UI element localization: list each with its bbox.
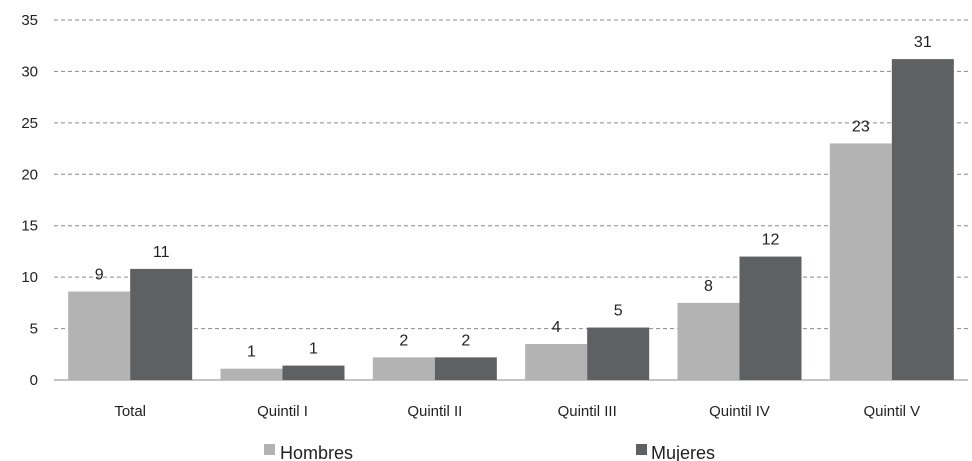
bar-hombres-3	[525, 344, 588, 380]
x-category-label: Quintil II	[407, 403, 462, 420]
bar-mujeres-4	[739, 256, 802, 380]
bar-mujeres-0	[130, 268, 193, 380]
y-tick-label: 30	[21, 63, 38, 80]
x-category-label: Quintil V	[863, 403, 920, 420]
category-labels: Total Quintil I Quintil II Quintil III Quint…	[114, 403, 920, 420]
y-tick-label: 15	[21, 218, 38, 235]
bars	[68, 59, 954, 380]
bar-hombres-5	[829, 143, 892, 380]
data-label: 2	[461, 332, 470, 349]
data-label: 8	[704, 278, 713, 295]
x-category-label: Quintil I	[257, 403, 308, 420]
data-label: 4	[552, 319, 561, 336]
data-label: 2	[399, 332, 408, 349]
bar-hombres-0	[68, 291, 131, 380]
y-tick-label: 5	[30, 321, 38, 338]
data-label: 1	[309, 341, 318, 358]
legend-swatch-hombres	[264, 444, 275, 455]
y-tick-label: 20	[21, 166, 38, 183]
legend-label-hombres: Hombres	[280, 443, 353, 461]
legend-swatch-mujeres	[636, 444, 647, 455]
legend-label-mujeres: Mujeres	[651, 443, 715, 461]
y-tick-label: 0	[30, 372, 38, 389]
bar-mujeres-1	[282, 365, 345, 380]
data-label: 9	[95, 267, 104, 284]
gridlines	[54, 19, 968, 330]
bar-mujeres-2	[434, 357, 497, 380]
y-tick-label: 25	[21, 115, 38, 132]
bar-hombres-4	[677, 302, 740, 380]
data-label: 12	[762, 232, 780, 249]
data-label: 11	[153, 244, 170, 261]
y-tick-label: 35	[21, 12, 38, 29]
y-axis-ticks: 0 5 10 15 20 25 30 35	[21, 12, 38, 389]
data-label: 1	[247, 344, 256, 361]
data-label: 31	[914, 34, 932, 51]
bar-hombres-1	[220, 368, 283, 380]
y-tick-label: 10	[21, 269, 38, 286]
bar-hombres-2	[372, 357, 435, 380]
legend: Hombres Mujeres	[264, 443, 715, 461]
bar-mujeres-5	[891, 59, 954, 380]
x-category-label: Total	[114, 403, 146, 420]
bar-mujeres-3	[587, 327, 650, 380]
x-category-label: Quintil IV	[709, 403, 770, 420]
x-category-label: Quintil III	[558, 403, 617, 420]
data-label: 23	[852, 118, 870, 135]
data-label: 5	[614, 303, 623, 320]
